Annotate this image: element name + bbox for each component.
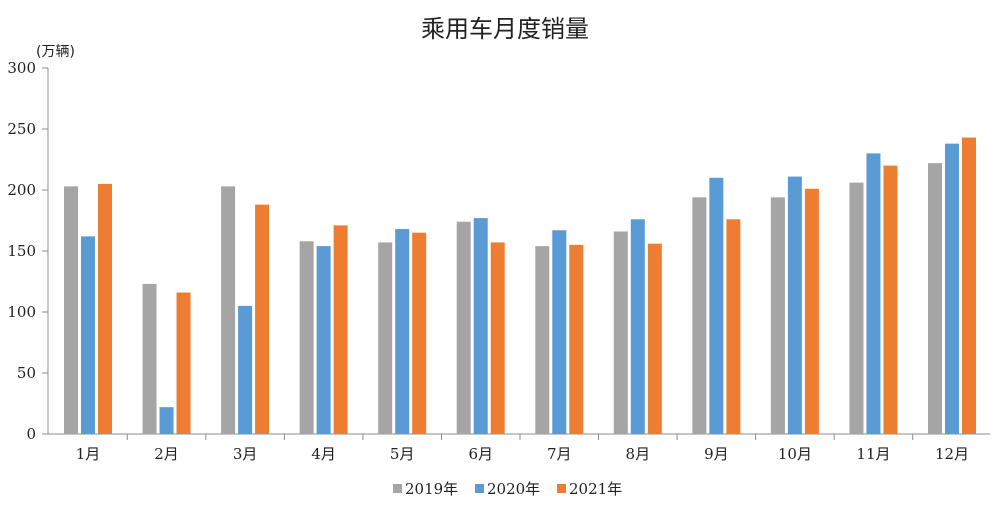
bar — [299, 241, 314, 434]
bar — [395, 229, 410, 434]
bar — [64, 186, 78, 434]
bar — [490, 242, 505, 434]
bar — [159, 407, 174, 434]
axes: 0 50 100 150 200 250 300 1月 2月 3月 4月 5月 6月 7月 8月 9月 10月 1… — [7, 59, 990, 463]
y-tick-label: 0 — [26, 425, 36, 443]
bar — [333, 225, 348, 434]
bar — [883, 165, 898, 434]
bar — [552, 230, 567, 434]
y-tick-label: 100 — [7, 303, 36, 321]
bar — [630, 219, 645, 434]
bar — [804, 188, 819, 434]
bar — [238, 305, 253, 434]
bars — [64, 137, 976, 435]
legend-swatch — [557, 484, 566, 493]
x-tick-label: 11月 — [856, 445, 890, 463]
bar — [81, 236, 95, 434]
bar — [98, 183, 112, 434]
bar — [535, 246, 550, 434]
y-tick-label: 150 — [7, 242, 36, 260]
x-tick-label: 7月 — [547, 445, 572, 463]
legend-swatch — [475, 484, 484, 493]
bar — [866, 153, 881, 434]
y-tick-label: 50 — [17, 364, 36, 382]
legend-label: 2019年 — [405, 480, 458, 498]
x-tick-label: 4月 — [311, 445, 336, 463]
x-tick-label: 8月 — [626, 445, 651, 463]
bar — [726, 219, 741, 434]
bar — [613, 231, 628, 434]
legend-label: 2021年 — [569, 480, 622, 498]
bar — [221, 186, 236, 434]
x-tick-label: 6月 — [468, 445, 493, 463]
y-tick-label: 200 — [7, 181, 36, 199]
legend-label: 2020年 — [487, 480, 540, 498]
bar — [412, 232, 427, 434]
bar — [709, 177, 724, 435]
bar — [176, 292, 191, 434]
bar — [945, 143, 959, 434]
bar — [787, 176, 802, 434]
watermark-logo: 澎湃号 — [700, 481, 768, 506]
y-tick-label: 300 — [7, 59, 36, 77]
chart-title: 乘用车月度销量 — [421, 15, 589, 43]
x-tick-label: 10月 — [778, 445, 812, 463]
bar — [456, 221, 471, 434]
bar — [647, 243, 662, 434]
bar — [692, 197, 707, 434]
x-tick-label: 3月 — [233, 445, 258, 463]
legend-swatch — [393, 484, 402, 493]
bar — [378, 242, 393, 434]
bar — [849, 182, 864, 434]
y-tick-label: 250 — [7, 120, 36, 138]
bar — [142, 283, 157, 434]
bar — [255, 204, 270, 434]
x-tick-label: 2月 — [154, 445, 179, 463]
y-unit-label: (万辆) — [36, 44, 75, 60]
watermark: 澎湃号 @户外媒体内参 — [700, 481, 948, 506]
x-tick-label: 9月 — [704, 445, 729, 463]
bar — [928, 163, 942, 434]
x-tick-label: 1月 — [76, 445, 101, 463]
x-tick-label: 12月 — [935, 445, 969, 463]
bar — [569, 244, 584, 434]
watermark-text: @户外媒体内参 — [808, 481, 948, 505]
bar — [473, 218, 488, 434]
bar — [770, 197, 785, 434]
legend: 2019年 2020年 2021年 — [393, 480, 622, 498]
bar — [962, 137, 976, 435]
bar — [316, 246, 331, 434]
x-tick-label: 5月 — [390, 445, 415, 463]
